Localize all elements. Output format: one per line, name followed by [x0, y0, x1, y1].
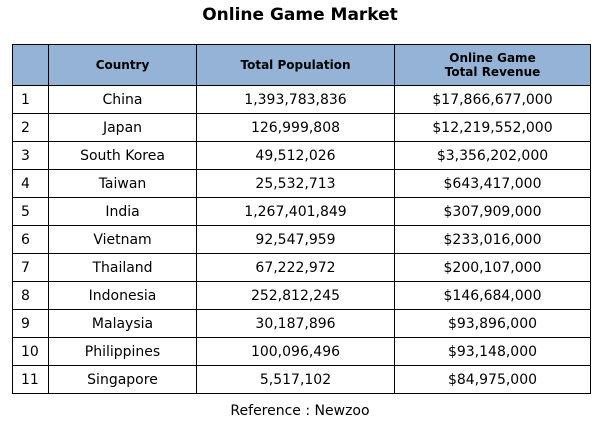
row-index: 8: [12, 281, 49, 310]
table-row: 8 Indonesia 252,812,245 $146,684,000: [12, 281, 591, 310]
row-index: 9: [12, 309, 49, 338]
country-cell: Japan: [48, 113, 197, 142]
population-cell: 5,517,102: [196, 365, 395, 394]
revenue-cell: $643,417,000: [394, 169, 591, 198]
table-row: 6 Vietnam 92,547,959 $233,016,000: [12, 225, 591, 254]
header-row: Country Total Population Online Game Tot…: [12, 44, 591, 86]
revenue-cell: $93,148,000: [394, 337, 591, 366]
row-index: 5: [12, 197, 49, 226]
population-cell: 49,512,026: [196, 141, 395, 170]
revenue-cell: $200,107,000: [394, 253, 591, 282]
table-row: 4 Taiwan 25,532,713 $643,417,000: [12, 169, 591, 198]
table-row: 3 South Korea 49,512,026 $3,356,202,000: [12, 141, 591, 170]
table-row: 1 China 1,393,783,836 $17,866,677,000: [12, 85, 591, 114]
country-cell: Indonesia: [48, 281, 197, 310]
country-cell: Malaysia: [48, 309, 197, 338]
revenue-cell: $233,016,000: [394, 225, 591, 254]
table-row: 10 Philippines 100,096,496 $93,148,000: [12, 337, 591, 366]
country-cell: Thailand: [48, 253, 197, 282]
country-cell: Taiwan: [48, 169, 197, 198]
header-online-game-total-revenue: Online Game Total Revenue: [394, 44, 591, 86]
header-country: Country: [48, 44, 197, 86]
row-index: 6: [12, 225, 49, 254]
population-cell: 1,393,783,836: [196, 85, 395, 114]
revenue-cell: $307,909,000: [394, 197, 591, 226]
country-cell: Philippines: [48, 337, 197, 366]
population-cell: 67,222,972: [196, 253, 395, 282]
revenue-cell: $84,975,000: [394, 365, 591, 394]
population-cell: 25,532,713: [196, 169, 395, 198]
row-index: 10: [12, 337, 49, 366]
country-cell: South Korea: [48, 141, 197, 170]
revenue-cell: $93,896,000: [394, 309, 591, 338]
row-index: 1: [12, 85, 49, 114]
reference-note: Reference : Newzoo: [230, 403, 370, 419]
revenue-cell: $3,356,202,000: [394, 141, 591, 170]
row-index: 3: [12, 141, 49, 170]
revenue-cell: $12,219,552,000: [394, 113, 591, 142]
table-header: Country Total Population Online Game Tot…: [12, 44, 591, 86]
row-index: 2: [12, 113, 49, 142]
country-cell: Vietnam: [48, 225, 197, 254]
country-cell: India: [48, 197, 197, 226]
population-cell: 252,812,245: [196, 281, 395, 310]
table-body: 1 China 1,393,783,836 $17,866,677,000 2 Japan…: [12, 85, 591, 394]
row-index: 11: [12, 365, 49, 394]
population-cell: 1,267,401,849: [196, 197, 395, 226]
header-revenue-line-1: Online Game: [449, 51, 536, 65]
population-cell: 100,096,496: [196, 337, 395, 366]
table-row: 2 Japan 126,999,808 $12,219,552,000: [12, 113, 591, 142]
table-row: 11 Singapore 5,517,102 $84,975,000: [12, 365, 591, 394]
table-row: 5 India 1,267,401,849 $307,909,000: [12, 197, 591, 226]
header-index: [12, 44, 49, 86]
revenue-cell: $17,866,677,000: [394, 85, 591, 114]
country-cell: Singapore: [48, 365, 197, 394]
revenue-cell: $146,684,000: [394, 281, 591, 310]
country-cell: China: [48, 85, 197, 114]
row-index: 4: [12, 169, 49, 198]
header-total-population: Total Population: [196, 44, 395, 86]
page-title: Online Game Market: [202, 5, 398, 25]
population-cell: 30,187,896: [196, 309, 395, 338]
population-cell: 92,547,959: [196, 225, 395, 254]
table-row: 7 Thailand 67,222,972 $200,107,000: [12, 253, 591, 282]
header-revenue-line-2: Total Revenue: [444, 65, 541, 79]
population-cell: 126,999,808: [196, 113, 395, 142]
online-game-market-table: Country Total Population Online Game Tot…: [12, 44, 591, 394]
table-row: 9 Malaysia 30,187,896 $93,896,000: [12, 309, 591, 338]
row-index: 7: [12, 253, 49, 282]
